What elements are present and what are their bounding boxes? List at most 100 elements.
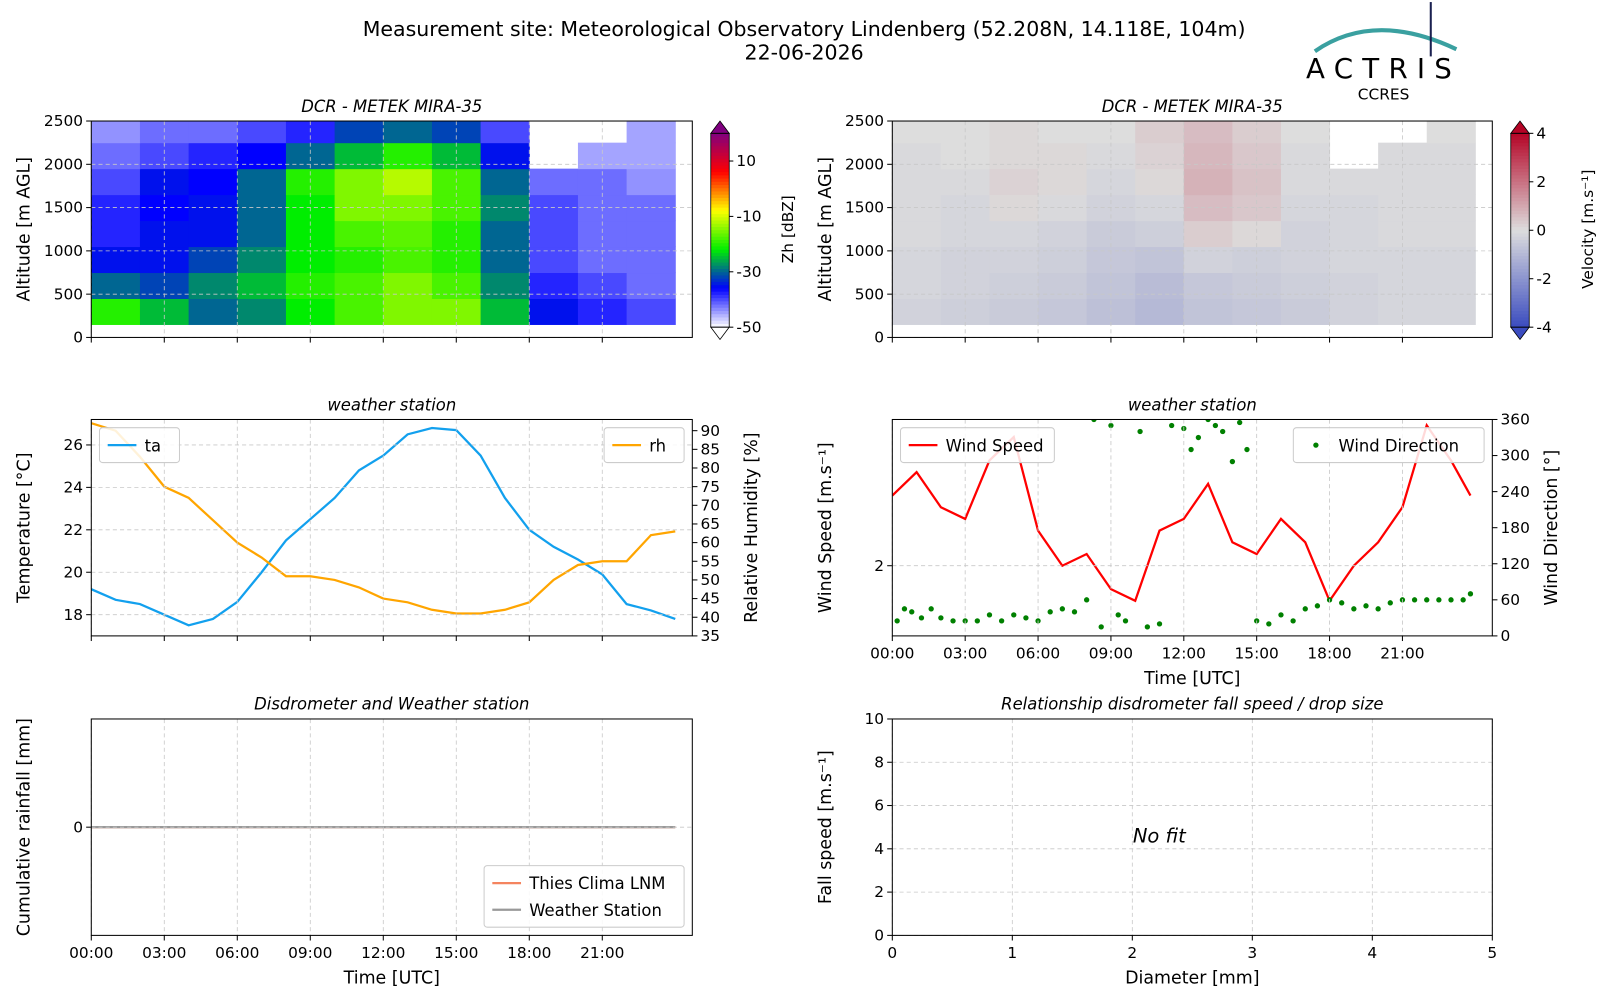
y-tick-label: 2500 [845,112,884,130]
heatmap-cell [237,220,287,248]
heatmap-cell [383,298,433,325]
y2-tick-label: 65 [701,515,721,533]
colorbar-segment [710,207,730,212]
heatmap-cell [237,168,287,196]
heatmap-cell [334,142,384,170]
scatter-point [1047,609,1053,615]
colorbar-segment [1510,162,1530,167]
axes-frame [891,718,1493,936]
y2-tick-label: 60 [1501,591,1521,609]
legend-label: Weather Station [529,901,662,920]
colorbar-segment [710,278,730,283]
colorbar-segment [710,304,730,309]
colorbar-segment [710,220,730,225]
heatmap-cell [1038,220,1088,248]
axes-frame [891,120,1493,338]
scatter-point [1302,606,1308,612]
colorbar-segment [710,149,730,154]
heatmap-cell [383,168,433,196]
x-tick-label: 06:00 [1016,644,1060,662]
heatmap-cell [1183,298,1233,325]
colorbar-segment [1510,143,1530,147]
colorbar-segment [1510,201,1530,206]
colorbar-segment [1510,278,1530,283]
y-tick-label: 1000 [845,242,884,260]
colorbar-segment [1510,191,1530,196]
panel-title: Disdrometer and Weather station [254,695,529,714]
heatmap-cell [1329,298,1379,325]
heatmap-cell [188,298,238,325]
colorbar-tick-label: 10 [736,152,756,170]
colorbar-segment [1510,139,1530,144]
colorbar-segment [1510,307,1530,312]
colorbar-segment [710,227,730,231]
heatmap-cell [1038,121,1088,144]
colorbar-segment [1510,207,1530,212]
colorbar-segment [1510,185,1530,189]
heatmap-cell [480,272,530,299]
colorbar-segment [710,236,730,241]
heatmap-cell [626,272,676,299]
y-axis-label: Wind Speed [m.s⁻¹] [816,442,836,613]
y2-tick-label: 80 [701,459,721,477]
scatter-point [1115,612,1121,618]
heatmap-cell [1038,272,1088,299]
panel-title: DCR - METEK MIRA-35 [1102,97,1283,116]
x-axis-label: Time [UTC] [1143,669,1240,689]
scatter-point [1220,428,1226,435]
y-tick-label: 2000 [44,155,83,173]
x-tick-label: 09:00 [288,944,332,962]
panel-title: weather station [1128,395,1257,414]
colorbar-segment [1510,265,1530,270]
colorbar-segment [1510,178,1530,183]
colorbar-segment [1510,168,1530,173]
colorbar-segment [1510,275,1530,280]
colorbar-segment [1510,252,1530,257]
y-axis-label: Cumulative rainfall [mm] [15,718,35,936]
colorbar-segment [1510,188,1530,193]
x-tick-label: 5 [1487,944,1497,962]
x-tick-label: 21:00 [1380,644,1424,662]
colorbar-segment [1510,236,1530,241]
y2-tick-label: 0 [1501,627,1511,645]
heatmap-cell [1280,298,1331,325]
colorbar-segment [710,191,730,196]
y-tick-label: 2000 [845,155,884,173]
x-tick-label: 00:00 [870,644,914,662]
heatmap-cell [989,272,1039,299]
colorbar-segment [710,256,730,260]
colorbar-segment [1510,197,1530,202]
heatmap-cell [626,168,676,196]
colorbar-segment [1510,159,1530,164]
colorbar-segment [710,252,730,257]
colorbar-segment [1510,317,1530,322]
y-tick-label: 2500 [44,112,83,130]
heatmap-cell [1135,272,1185,299]
y-tick-label: 1500 [845,199,884,217]
heatmap-cell [1038,168,1088,196]
heatmap-cell [480,168,530,196]
colorbar-segment [710,152,730,157]
heatmap-cell [91,220,141,248]
colorbar-segment [710,291,730,296]
scatter-point [1339,600,1345,606]
colorbar-segment [710,159,730,164]
plot-area [91,121,676,325]
y-axis-label: Temperature [°C] [15,453,35,604]
y-tick-label: 4 [874,840,884,858]
colorbar-segment [710,320,730,325]
colorbar-segment [1510,194,1530,199]
colorbar-extend [709,326,731,341]
panel-title: weather station [327,395,456,414]
colorbar-frame [710,132,730,328]
scatter-point [1424,597,1430,603]
scatter-point [1290,618,1296,624]
colorbar-segment [710,185,730,189]
scatter-point [1156,621,1163,627]
heatmap-cell [480,142,530,170]
y2-tick-label: 35 [701,627,721,645]
scatter-point [1195,434,1202,441]
colorbar-segment [1510,136,1530,141]
scatter-point [1436,597,1442,603]
